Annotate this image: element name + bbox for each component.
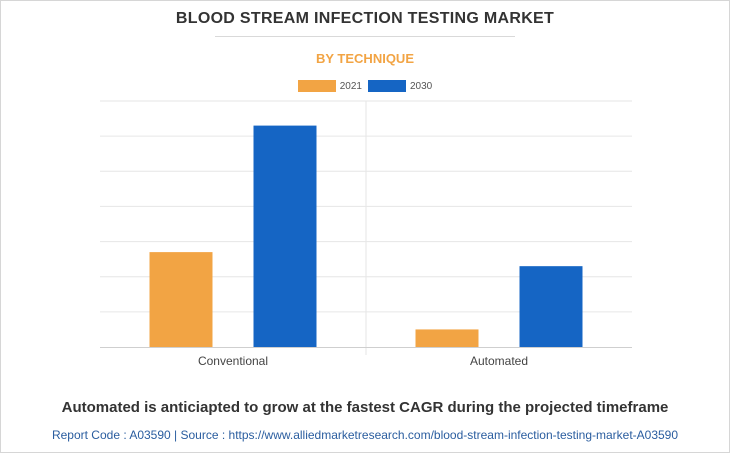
legend-swatch-2030 [368, 80, 406, 92]
bar-chart: Conventional Automated [100, 100, 632, 368]
footer-source[interactable]: Report Code : A03590 | Source : https://… [51, 428, 679, 442]
legend-item-2021[interactable]: 2021 [297, 80, 362, 92]
bar-2021-conventional[interactable] [149, 252, 213, 347]
footer-headline: Automated is anticiapted to grow at the … [61, 399, 669, 416]
legend-item-2030[interactable]: 2030 [368, 80, 432, 92]
legend: 2021 2030 [0, 80, 730, 92]
legend-swatch-2021 [297, 80, 336, 92]
bar-2030-automated[interactable] [519, 266, 583, 347]
legend-label-2021: 2021 [339, 80, 362, 92]
chart-title: BLOOD STREAM INFECTION TESTING MARKET [175, 10, 555, 27]
chart-subtitle: BY TECHNIQUE [316, 51, 414, 66]
bar-2030-conventional[interactable] [253, 125, 317, 347]
legend-label-2030: 2030 [410, 80, 433, 92]
x-tick-label: Conventional [198, 354, 268, 368]
bar-2021-automated[interactable] [415, 329, 479, 347]
x-tick-label: Automated [470, 354, 528, 368]
title-divider [215, 36, 515, 37]
